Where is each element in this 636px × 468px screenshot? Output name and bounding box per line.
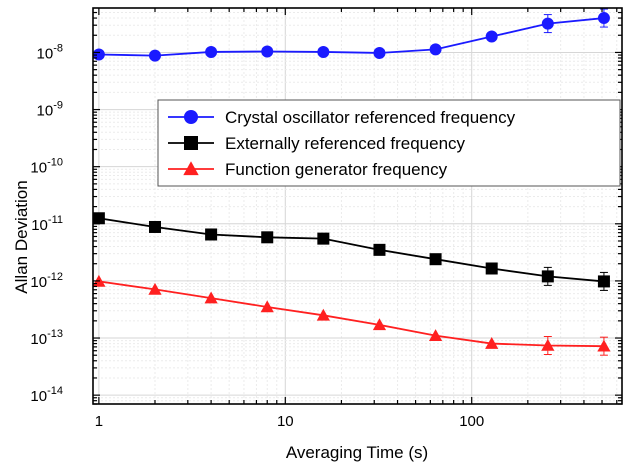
series-3 xyxy=(93,274,611,356)
data-point xyxy=(597,12,610,25)
data-point xyxy=(93,212,105,225)
data-point xyxy=(373,243,386,256)
series-line xyxy=(98,17,605,57)
data-point xyxy=(541,270,554,283)
data-point xyxy=(373,46,386,59)
x-tick-label: 10 xyxy=(277,413,294,430)
y-tick-label: 10-8 xyxy=(37,42,63,62)
data-point xyxy=(260,300,274,313)
data-point xyxy=(148,220,161,233)
legend-label: Crystal oscillator referenced frequency xyxy=(225,108,516,127)
data-point xyxy=(485,262,498,275)
y-tick-label: 10-14 xyxy=(30,385,63,405)
data-point xyxy=(429,253,442,266)
legend-label: Function generator frequency xyxy=(225,160,448,179)
data-point xyxy=(428,329,443,341)
data-point xyxy=(261,45,274,58)
series-line xyxy=(98,217,605,283)
series-1 xyxy=(93,8,610,62)
data-point xyxy=(316,308,330,321)
plot-frame xyxy=(92,7,623,405)
y-tick-label: 10-10 xyxy=(30,157,63,177)
legend-label: Externally referenced frequency xyxy=(225,134,466,153)
plot-border xyxy=(92,7,623,405)
data-point xyxy=(205,228,218,241)
data-point xyxy=(372,318,387,331)
series-layer xyxy=(93,8,611,356)
legend: Crystal oscillator referenced frequency E… xyxy=(157,99,621,187)
data-point xyxy=(317,45,330,58)
y-tick-label: 10-13 xyxy=(30,328,63,348)
y-axis-title: Allan Deviation xyxy=(12,180,31,293)
series-line xyxy=(98,280,604,348)
legend-box xyxy=(157,99,621,187)
series-2 xyxy=(93,212,610,291)
data-point xyxy=(597,275,610,288)
data-point xyxy=(541,17,554,30)
ticks: 1 10 100 10-14 10-13 10-12 10-11 10-10 10-9 10-8 xyxy=(30,8,622,430)
y-tick-label: 10-9 xyxy=(37,100,63,120)
data-point xyxy=(485,336,499,349)
legend-marker xyxy=(183,161,199,176)
data-point xyxy=(597,339,611,352)
data-point xyxy=(205,45,218,58)
data-point xyxy=(541,338,555,351)
legend-marker xyxy=(184,110,198,124)
y-tick-label: 10-11 xyxy=(31,214,63,234)
data-point xyxy=(148,49,161,62)
x-axis-title: Averaging Time (s) xyxy=(286,443,428,462)
data-point xyxy=(429,43,442,56)
data-point xyxy=(485,30,498,43)
data-point xyxy=(261,231,274,244)
data-point xyxy=(204,291,218,304)
data-point xyxy=(317,232,330,245)
data-point xyxy=(148,282,162,295)
x-tick-label: 100 xyxy=(459,413,484,430)
y-tick-label: 10-12 xyxy=(30,271,63,291)
x-tick-label: 1 xyxy=(95,413,103,430)
legend-marker xyxy=(184,136,198,150)
